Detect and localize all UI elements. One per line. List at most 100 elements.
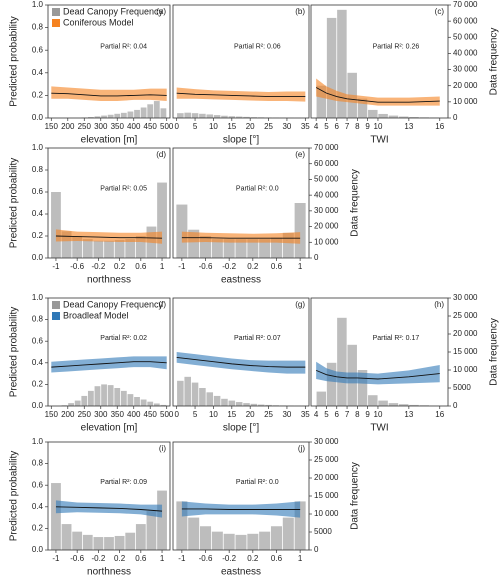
plot-frame [47, 297, 171, 407]
histogram-bar [61, 231, 72, 258]
x-tick-label: 25 [264, 122, 273, 131]
x-tick-label: -0.6 [70, 262, 84, 271]
histogram-bar [213, 395, 221, 406]
x-axis-label: eastness [221, 275, 261, 286]
y2-tick-label: 70 000 [453, 0, 478, 9]
annotation: Partial R²: 0.09 [100, 479, 147, 486]
y2-tick-label: 70 000 [314, 143, 339, 152]
x-tick-label: 8 [355, 122, 360, 131]
annotation: Partial R²: 0.0 [236, 186, 279, 193]
histogram-bar [82, 534, 93, 550]
x-tick-label: 1 [298, 554, 303, 563]
y2-tick-label: 10 000 [314, 237, 339, 246]
histogram-bar [120, 112, 127, 118]
histogram-bar [337, 317, 347, 406]
histogram-bar [160, 404, 167, 406]
x-tick-label: 6 [335, 122, 340, 131]
x-tick-label: 450 [144, 122, 158, 131]
panel-label: (b) [295, 7, 305, 16]
x-tick-label: 10 [209, 410, 218, 419]
y-axis-label: Predicted probability [9, 158, 20, 249]
x-tick-label: 4 [314, 410, 319, 419]
y2-tick-label: 15 000 [314, 491, 339, 500]
y-tick-label: 0.4 [32, 358, 44, 367]
y2-tick-label: 20 000 [453, 81, 478, 90]
histogram-bar [81, 395, 88, 406]
histogram-bar [235, 116, 243, 118]
plot-frame [47, 441, 171, 551]
histogram-bar [282, 232, 294, 258]
histogram-bar [368, 109, 378, 118]
y-tick-label: 0.8 [32, 315, 44, 324]
histogram-bar [114, 535, 125, 550]
y2-tick-label: 30 000 [314, 206, 339, 215]
x-tick-label: 7 [345, 122, 350, 131]
histogram-bar [243, 403, 250, 406]
annotation: Partial R²: 0.06 [234, 44, 281, 51]
x-tick-label: -0.6 [199, 262, 213, 271]
x-tick-label: 16 [435, 410, 444, 419]
x-tick-label: -0.2 [222, 554, 236, 563]
histogram-bar [270, 237, 282, 258]
x-tick-label: 350 [111, 122, 125, 131]
histogram-bar [228, 116, 236, 118]
y2-tick-label: 20 000 [314, 473, 339, 482]
confidence-band [55, 229, 163, 244]
x-tick-label: 400 [127, 122, 141, 131]
histogram-bar [235, 239, 247, 258]
x-tick-label: 400 [127, 410, 141, 419]
plot-frame [172, 297, 310, 407]
y-tick-label: 1.0 [32, 143, 44, 152]
panel: 150 200 250 300 350 400 450 500 0.0 0.2 0.4 0.6 0.8 1… [9, 0, 174, 146]
histogram-bar [270, 526, 282, 550]
histogram-bar [93, 537, 104, 550]
x-axis-label: eastness [221, 567, 261, 578]
y-tick-label: 0.0 [32, 401, 44, 410]
x-tick-label: 15 [227, 410, 236, 419]
y-axis-label: Predicted probability [9, 451, 20, 542]
histogram-bar [177, 113, 184, 118]
histogram-bar [265, 404, 272, 406]
histogram-bar [93, 240, 104, 258]
histogram-bar [87, 390, 94, 406]
x-tick-label: -0.2 [91, 554, 105, 563]
histogram-bar [398, 116, 409, 118]
y2-tick-label: 25 000 [314, 455, 339, 464]
histogram-bar [188, 229, 200, 258]
histogram-bar [125, 532, 136, 550]
histogram-bar [61, 524, 72, 550]
histogram-bar [147, 401, 154, 406]
histogram-bar [51, 192, 61, 258]
x-tick-label: 4 [314, 122, 319, 131]
x-tick-label: 8 [355, 410, 360, 419]
y-tick-label: 0.0 [32, 253, 44, 262]
annotation: Partial R²: 0.26 [373, 44, 420, 51]
panel: -1 -0.6 -0.2 0.2 0.6 1 0.0 0.2 0.4 0.6 0.8 1.0 north… [9, 437, 171, 578]
histogram-bar [184, 376, 191, 406]
x-tick-label: 150 [45, 410, 59, 419]
x-tick-label: 300 [94, 410, 108, 419]
x-tick-label: 0.2 [247, 554, 259, 563]
histogram-bar [228, 400, 236, 406]
y-tick-label: 1.0 [32, 437, 44, 446]
x-tick-label: 20 [246, 410, 255, 419]
histogram-bar [388, 403, 399, 406]
panel-label: (a) [156, 7, 166, 16]
histogram-bar [294, 203, 306, 258]
histogram-bar [184, 112, 191, 118]
histogram-bar [206, 114, 214, 118]
x-tick-label: 0.2 [114, 554, 126, 563]
histogram-bar [409, 404, 419, 406]
annotation: Partial R²: 0.05 [100, 186, 147, 193]
confidence-band [51, 86, 167, 102]
fit-line [55, 235, 163, 239]
y-axis-label: Predicted probability [9, 307, 20, 398]
x-tick-label: -0.2 [222, 262, 236, 271]
x-tick-label: 35 [301, 410, 310, 419]
y2-tick-label: 30 000 [453, 293, 478, 302]
confidence-band [176, 352, 306, 374]
legend-label: Dead Canopy Frequency [63, 6, 164, 16]
x-tick-label: 10 [374, 410, 383, 419]
histogram-bar [191, 382, 199, 406]
